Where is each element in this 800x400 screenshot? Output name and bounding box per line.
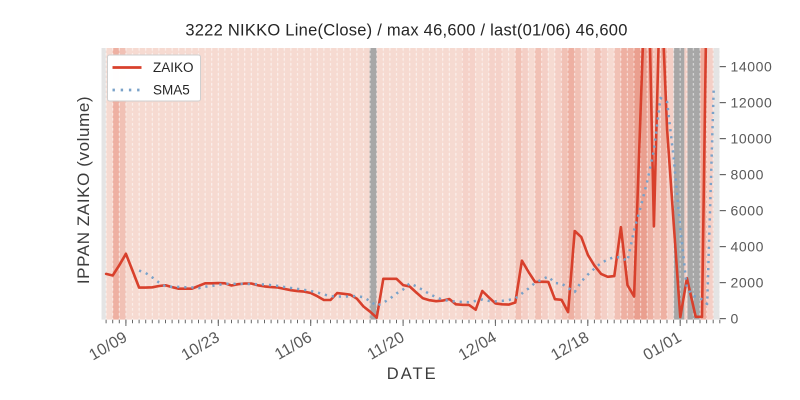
svg-text:14000: 14000 [731, 59, 773, 75]
svg-text:4000: 4000 [731, 239, 765, 255]
svg-text:DATE: DATE [387, 365, 438, 383]
svg-text:ZAIKO: ZAIKO [153, 60, 194, 75]
svg-text:2000: 2000 [731, 275, 765, 291]
svg-text:12000: 12000 [731, 95, 773, 111]
svg-text:10000: 10000 [731, 131, 773, 147]
svg-text:IPPAN ZAIKO (volume): IPPAN ZAIKO (volume) [74, 96, 93, 284]
svg-text:3222 NIKKO Line(Close) / max 4: 3222 NIKKO Line(Close) / max 46,600 / la… [185, 22, 627, 40]
svg-text:0: 0 [731, 311, 739, 327]
svg-text:SMA5: SMA5 [153, 83, 190, 98]
svg-text:6000: 6000 [731, 203, 765, 219]
svg-text:8000: 8000 [731, 167, 765, 183]
